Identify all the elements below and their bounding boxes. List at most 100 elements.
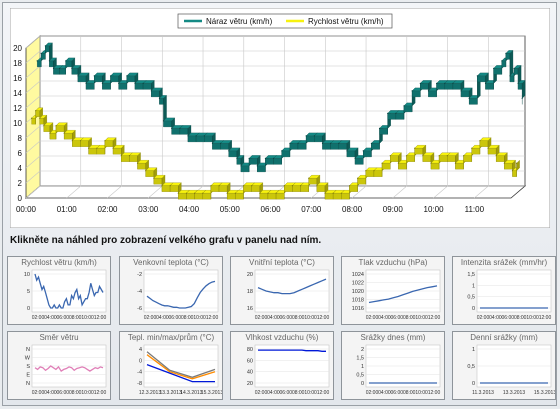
data-point	[332, 192, 334, 194]
thumb-y-tick: S	[26, 364, 30, 370]
ribbon-front-segment	[134, 83, 144, 90]
thumb-y-tick: 0,5	[356, 373, 364, 379]
thumb-x-tick: 04:00	[378, 390, 391, 396]
data-point	[281, 150, 283, 152]
thumb-y-tick: 16	[247, 306, 253, 312]
y-tick-label: 4	[18, 164, 23, 173]
thumb-y-tick: N	[26, 347, 30, 353]
data-point	[387, 112, 389, 114]
data-point	[220, 142, 222, 144]
data-point	[226, 192, 228, 194]
thumbnail-chart[interactable]: Rychlost větru (km/h) 10 5 0 02:00 04:00 06:00…	[7, 256, 111, 325]
ribbon-front-segment	[37, 60, 42, 68]
thumb-x-tick: 04:00	[489, 315, 502, 321]
thumbnail-title: Denní srážky (mm)	[470, 333, 538, 342]
ribbon-front-segment	[187, 135, 197, 143]
thumb-series-line	[257, 278, 327, 295]
ribbon-front-segment	[39, 118, 44, 125]
ribbon-front-segment	[314, 135, 323, 143]
ribbon-front-segment	[487, 148, 497, 155]
thumb-x-tick: 12:00	[428, 390, 441, 396]
ribbon-front-segment	[390, 155, 399, 162]
data-point	[77, 75, 79, 77]
data-point	[71, 67, 73, 69]
data-point	[158, 97, 161, 99]
thumbnail-chart[interactable]: Vnitřní teplota (°C) 20 18 16 02:00 04:00 06:0…	[230, 256, 334, 325]
ribbon-front-segment	[31, 118, 36, 125]
ribbon-front-segment	[212, 143, 221, 150]
data-point	[264, 157, 267, 159]
ribbon-front-segment	[210, 185, 220, 192]
data-point	[104, 140, 106, 142]
data-point	[88, 147, 90, 149]
y-tick-label: 20	[13, 44, 22, 53]
x-tick-label: 06:00	[261, 205, 282, 214]
ribbon-front-segment	[333, 193, 342, 200]
thumbnail-title: Srážky dnes (mm)	[360, 333, 426, 342]
thumbnail-plot: -2 -4 -602:00 04:00 06:00 08:00 10:00 12:00	[137, 269, 218, 321]
data-point	[340, 192, 342, 194]
thumbnail-chart[interactable]: Směr větru N W S E N 02:00 04:00 06:00 08:00 10:00…	[7, 331, 111, 400]
data-point	[39, 117, 41, 119]
thumbnail-chart[interactable]: Intenzita srážek (mm/hr) 1,5 1 0,5 0 02:00 04:…	[452, 256, 556, 325]
thumb-x-tick: 10:00	[304, 315, 317, 321]
thumb-y-tick: -2	[137, 272, 142, 278]
ribbon-front-segment	[479, 140, 489, 147]
thumbnail-chart[interactable]: Tlak vzduchu (hPa) 1024 1022 1020 1018 1016 02…	[341, 256, 445, 325]
thumbnail-plot-area	[254, 344, 330, 388]
thumb-y-tick: 80	[247, 347, 253, 353]
ribbon-front-segment	[240, 165, 250, 173]
data-point	[395, 112, 397, 114]
thumb-x-tick: 14.3.2013	[180, 390, 202, 396]
ribbon-front-segment	[444, 83, 454, 90]
thumb-y-tick: 1022	[352, 281, 364, 287]
data-point	[234, 192, 236, 194]
thumb-y-tick: -8	[137, 381, 142, 387]
data-point	[177, 192, 179, 194]
ribbon-front-segment	[235, 193, 244, 200]
x-tick-label: 00:00	[16, 205, 37, 214]
data-point	[365, 170, 367, 172]
thumb-series-line	[34, 365, 104, 373]
data-point	[291, 185, 294, 187]
thumbnail-chart[interactable]: Srážky dnes (mm) 2 1,5 1 0,5 0 02:00 04:00 06:00…	[341, 331, 445, 400]
thumb-y-tick: 40	[247, 370, 253, 376]
grid-line-wall	[25, 35, 41, 49]
ribbon-front-segment	[414, 148, 424, 155]
ribbon-front-segment	[324, 193, 334, 200]
ribbon-front-segment	[126, 75, 136, 83]
thumbnail-chart[interactable]: Tepl. min/max/prům (°C) 4 0 -4 -8 12.3.2013 13…	[119, 331, 223, 400]
data-point	[59, 67, 61, 69]
y-tick-label: 0	[18, 194, 23, 203]
grid-line-wall	[25, 80, 41, 94]
grid-line-floor	[66, 185, 81, 199]
thumb-y-tick: 0	[472, 306, 475, 312]
thumbnail-chart[interactable]: Denní srážky (mm) 1 0,5 0 11.3.2013 13.3.2013…	[452, 331, 556, 400]
thumbnail-chart[interactable]: Vlhkost vzduchu (%) 80 60 40 20 02:00 04:00 06:…	[230, 331, 334, 400]
ribbon-top-segment	[509, 50, 514, 77]
ribbon-front-segment	[512, 170, 517, 177]
thumb-y-tick: 1018	[352, 298, 364, 304]
thumb-x-tick: 06:00	[502, 315, 515, 321]
data-point	[346, 150, 348, 152]
ribbon-front-segment	[365, 170, 375, 177]
data-point	[505, 52, 507, 55]
thumb-series-line	[146, 354, 216, 380]
data-point	[259, 192, 261, 194]
data-point	[202, 192, 204, 194]
thumbnail-chart[interactable]: Venkovní teplota (°C) -2 -4 -6 02:00 04:00 06:…	[119, 256, 223, 325]
ribbon-front-segment	[436, 83, 445, 90]
data-point	[96, 147, 98, 149]
ribbon-front-segment	[59, 68, 66, 75]
ribbon-front-segment	[121, 155, 130, 162]
ribbon-front-segment	[346, 150, 356, 158]
ribbon-front-segment	[49, 60, 54, 68]
thumb-x-tick: 02:00	[255, 315, 268, 321]
data-point	[511, 170, 514, 172]
data-point	[240, 165, 242, 167]
ribbon-front-segment	[227, 193, 236, 200]
data-point	[118, 82, 120, 84]
x-tick-label: 01:00	[57, 205, 78, 214]
data-point	[48, 60, 51, 62]
thumb-x-tick: 13.3.2013	[160, 390, 182, 396]
